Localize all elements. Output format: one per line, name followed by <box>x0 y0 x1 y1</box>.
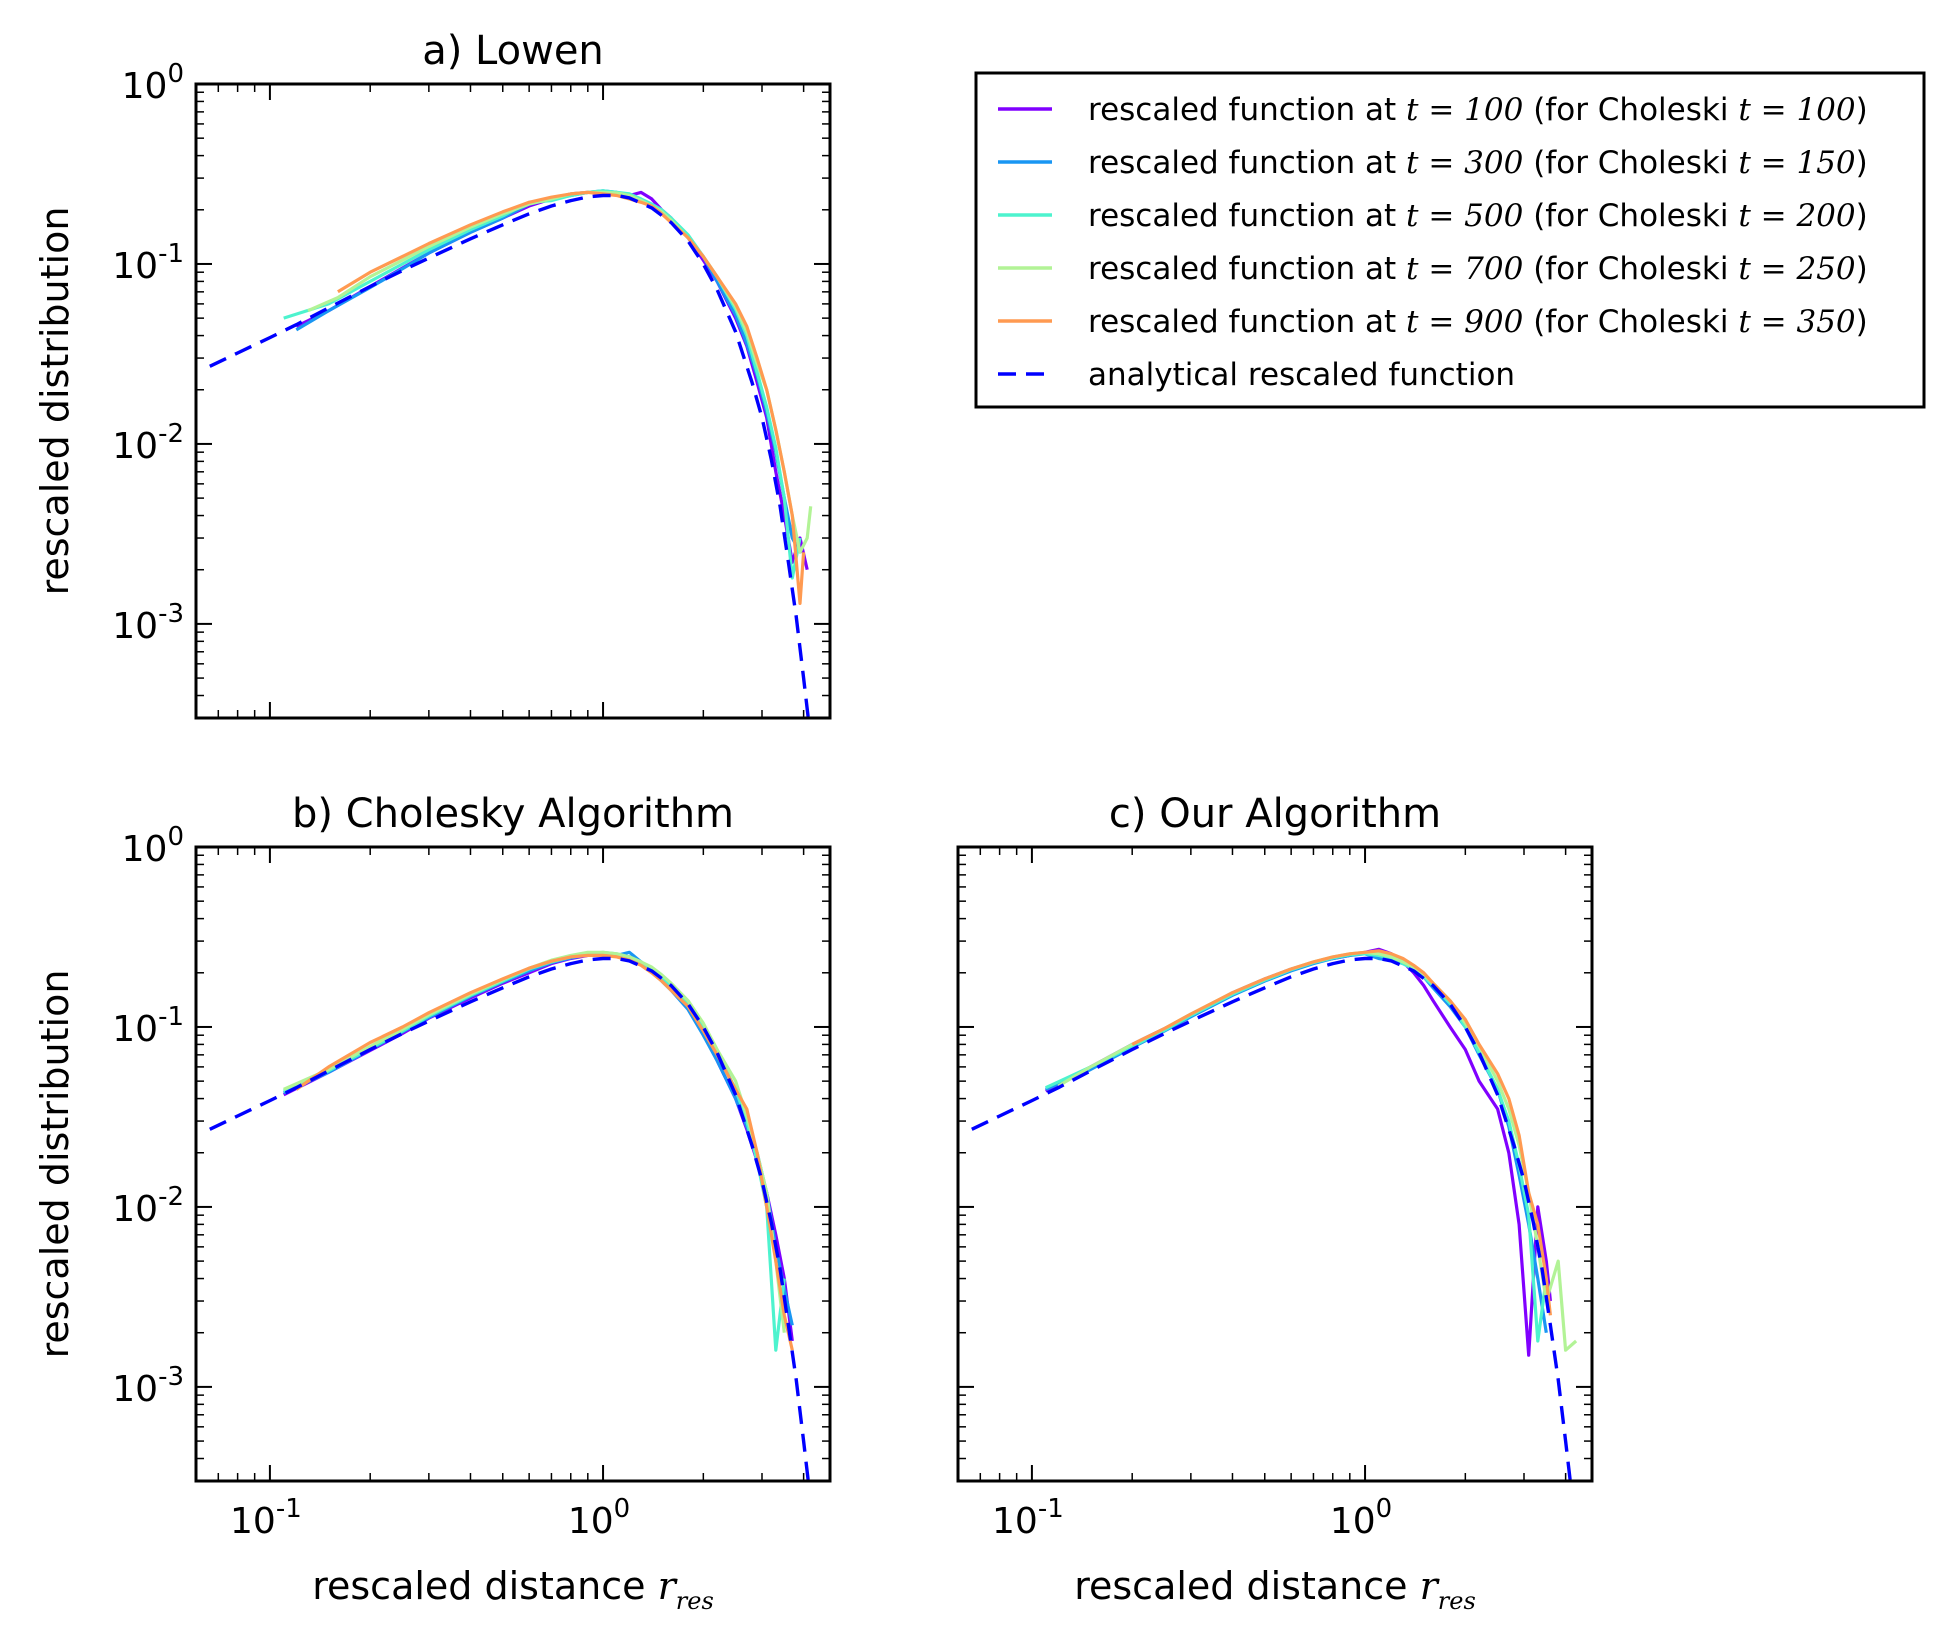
ticks <box>196 83 830 719</box>
x-tick-label: 10-1 <box>992 1494 1064 1542</box>
series-line-5 <box>1131 949 1552 1316</box>
series-group <box>209 189 813 718</box>
y-tick-label: 10-1 <box>112 1002 184 1050</box>
panel-cholesky: 10-1 100 10-3 10-2 10-1 100 b) Cholesky Algori… <box>33 791 832 1615</box>
series-line-2 <box>295 189 802 554</box>
y-tick-label: 10-3 <box>112 599 184 647</box>
legend-entry-label: rescaled function at t = 500 (for Choles… <box>1088 198 1868 234</box>
panel-title: c) Our Algorithm <box>1109 791 1441 837</box>
y-tick-label: 10-2 <box>112 1182 184 1230</box>
series-line-2 <box>283 950 794 1326</box>
series-line-4 <box>307 190 813 554</box>
x-axis-label: rescaled distance rres <box>312 1564 714 1615</box>
ticks <box>958 846 1592 1482</box>
axes-frame <box>194 82 832 720</box>
x-tick-label: 100 <box>568 1494 630 1542</box>
series-group <box>971 947 1578 1481</box>
y-tick-label: 100 <box>122 822 184 870</box>
series-line-5 <box>337 190 806 606</box>
x-axis-label: rescaled distance rres <box>1074 1564 1476 1615</box>
series-line-1 <box>282 952 794 1342</box>
series-line-4 <box>283 950 786 1333</box>
series-line-3 <box>283 189 802 580</box>
panel-title: a) Lowen <box>422 28 604 74</box>
y-tick-label: 100 <box>122 59 184 107</box>
y-tick-label: 10-1 <box>112 239 184 287</box>
series-group <box>209 950 810 1481</box>
panel-our-algorithm: 10-1 100 c) Our Algorithm rescaled distance… <box>956 791 1594 1615</box>
legend-entry-label: analytical rescaled function <box>1088 357 1515 393</box>
panel-lowen: 10-3 10-2 10-1 100 a) Lowen rescaled distribu… <box>33 28 832 720</box>
legend-entry-label: rescaled function at t = 300 (for Choles… <box>1088 145 1868 181</box>
x-tick-label: 100 <box>1330 1494 1392 1542</box>
legend: rescaled function at t = 100 (for Choles… <box>974 71 1926 409</box>
ticks <box>196 846 830 1482</box>
legend-frame <box>974 71 1926 409</box>
legend-entry-label: rescaled function at t = 700 (for Choles… <box>1088 251 1868 287</box>
series-line-1 <box>1044 947 1552 1357</box>
series-line-2 <box>1045 952 1548 1333</box>
panel-title: b) Cholesky Algorithm <box>292 791 734 837</box>
y-tick-label: 10-3 <box>112 1362 184 1410</box>
series-line-3 <box>1045 952 1548 1343</box>
legend-entry-label: rescaled function at t = 900 (for Choles… <box>1088 304 1868 340</box>
series-line-3 <box>283 950 786 1352</box>
axes-frame <box>194 845 832 1483</box>
series-line-4 <box>1057 950 1578 1352</box>
analytical-curve <box>209 193 810 718</box>
legend-entry-label: rescaled function at t = 100 (for Choles… <box>1088 92 1868 128</box>
series-line-1 <box>295 190 809 571</box>
y-tick-label: 10-2 <box>112 419 184 467</box>
analytical-curve <box>209 956 810 1481</box>
y-axis-label: rescaled distribution <box>33 207 77 596</box>
y-axis-label: rescaled distribution <box>33 970 77 1359</box>
analytical-curve <box>971 956 1572 1481</box>
series-line-5 <box>295 953 794 1351</box>
x-tick-label: 10-1 <box>230 1494 302 1542</box>
axes-frame <box>956 845 1594 1483</box>
